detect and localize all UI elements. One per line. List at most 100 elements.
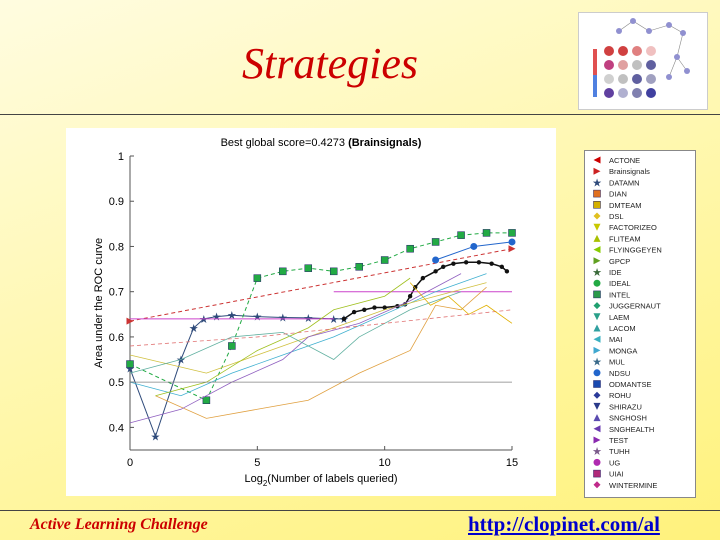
- data-point: [593, 302, 601, 310]
- series-line: [129, 273, 462, 424]
- series-line: [129, 314, 344, 438]
- logo-image: [578, 12, 708, 110]
- data-point: [329, 267, 338, 276]
- data-point: [279, 267, 287, 276]
- data-point: [593, 391, 601, 399]
- legend-label: TEST: [609, 436, 629, 445]
- legend-item: ACTONE: [593, 156, 640, 165]
- data-point: ★: [592, 446, 602, 458]
- data-point: ★: [252, 312, 262, 324]
- footer-challenge-name: Active Learning Challenge: [30, 516, 208, 533]
- top-divider: [0, 114, 720, 115]
- data-point: [593, 313, 601, 321]
- data-point: [593, 481, 601, 489]
- data-point: [593, 223, 601, 231]
- chart-title-dataset: (Brainsignals): [348, 137, 422, 149]
- legend-label: DIAN: [609, 190, 627, 199]
- y-tick-label: 1: [118, 151, 124, 163]
- legend-item: ★ TUHH: [592, 446, 630, 458]
- y-tick-label: 0.6: [109, 332, 124, 344]
- data-point: [380, 256, 389, 264]
- data-point: [441, 264, 446, 270]
- data-point: [593, 458, 601, 466]
- legend-label: JUGGERNAUT: [609, 302, 661, 311]
- legend-label: MONGA: [609, 346, 637, 355]
- legend-item: FLYINGGEYEN: [593, 246, 662, 255]
- chart-axes: 0 5 10 15 0.4 0.5 0.6 0.7 0.8 0.9 1: [109, 151, 518, 469]
- legend-item: LAEM: [593, 313, 629, 322]
- legend-label: FACTORIZEO: [609, 223, 657, 232]
- data-point: [593, 246, 601, 254]
- legend-label: ACTONE: [609, 156, 640, 165]
- legend-item: IDEAL: [593, 279, 631, 288]
- data-point: [202, 396, 211, 404]
- data-point: [593, 346, 601, 354]
- legend-label: DSL: [609, 212, 624, 221]
- data-point: ★: [199, 314, 209, 326]
- data-point: [593, 402, 601, 410]
- legend-item: ROHU: [593, 391, 631, 400]
- y-axis-label: Area under the ROC curve: [93, 238, 105, 368]
- legend-label: Brainsignals: [609, 167, 650, 176]
- x-tick-label: 5: [254, 457, 260, 469]
- legend-item: FACTORIZEO: [593, 223, 657, 232]
- bottom-divider: [0, 510, 720, 511]
- legend-label: TUHH: [609, 447, 630, 456]
- data-point: [228, 342, 236, 350]
- legend-item: DMTEAM: [593, 201, 642, 210]
- data-point: [593, 212, 601, 220]
- chart-series: ★★★★★★★★★★★★: [125, 229, 516, 443]
- data-series: [126, 245, 516, 325]
- legend-item: UIAI: [593, 469, 624, 479]
- data-point: ★: [151, 431, 161, 443]
- data-series: [126, 229, 516, 404]
- legend-label: LACOM: [609, 324, 636, 333]
- data-point: [593, 369, 601, 377]
- data-series: [129, 309, 513, 347]
- data-series: [155, 277, 411, 397]
- data-point: [431, 238, 440, 246]
- legend-label: SNGHOSH: [609, 414, 647, 423]
- network-logo-graphic: [593, 18, 690, 98]
- data-point: [451, 261, 456, 266]
- legend-label: UG: [609, 458, 620, 467]
- data-point: [489, 261, 494, 266]
- legend-item: ★ MUL: [592, 357, 625, 369]
- series-line: [155, 277, 411, 397]
- data-point: [457, 231, 465, 239]
- legend-label: MUL: [609, 358, 625, 367]
- legend-item: GPCP: [593, 257, 630, 266]
- chart-title: Best global score=0.4273 (Brainsignals): [221, 137, 422, 149]
- legend-item: INTEL: [593, 290, 630, 299]
- data-point: [508, 229, 516, 237]
- data-series: [341, 260, 510, 322]
- legend-label: WINTERMINE: [609, 481, 657, 490]
- series-line: [129, 232, 512, 401]
- legend-item: NDSU: [593, 369, 630, 378]
- line-chart: 0 5 10 15 0.4 0.5 0.6 0.7 0.8 0.9 1 ★★★★★★★★★★★★ B…: [93, 137, 518, 488]
- legend-item: WINTERMINE: [593, 481, 657, 490]
- legend-item: Brainsignals: [593, 167, 650, 176]
- data-point: [341, 316, 347, 322]
- data-point: [593, 335, 601, 343]
- data-point: [470, 242, 478, 250]
- legend-item: MONGA: [593, 346, 637, 355]
- data-point: [482, 229, 491, 237]
- legend-label: LAEM: [609, 313, 629, 322]
- data-point: [420, 275, 426, 281]
- data-series: [129, 291, 462, 374]
- data-point: [476, 260, 482, 265]
- data-point: [499, 264, 505, 270]
- x-tick-label: 0: [127, 457, 133, 469]
- chart-labels: Best global score=0.4273 (Brainsignals) L…: [93, 137, 422, 488]
- footer-link[interactable]: http://clopinet.com/al: [468, 512, 660, 536]
- data-point: [593, 469, 601, 478]
- x-tick-label: 15: [506, 457, 518, 469]
- data-series: [129, 282, 487, 374]
- legend-label: FLYINGGEYEN: [609, 246, 662, 255]
- data-point: [504, 269, 510, 274]
- data-point: [593, 234, 601, 242]
- x-axis-label-main: Log: [244, 473, 262, 485]
- series-line: [409, 282, 513, 324]
- y-tick-label: 0.7: [109, 287, 124, 299]
